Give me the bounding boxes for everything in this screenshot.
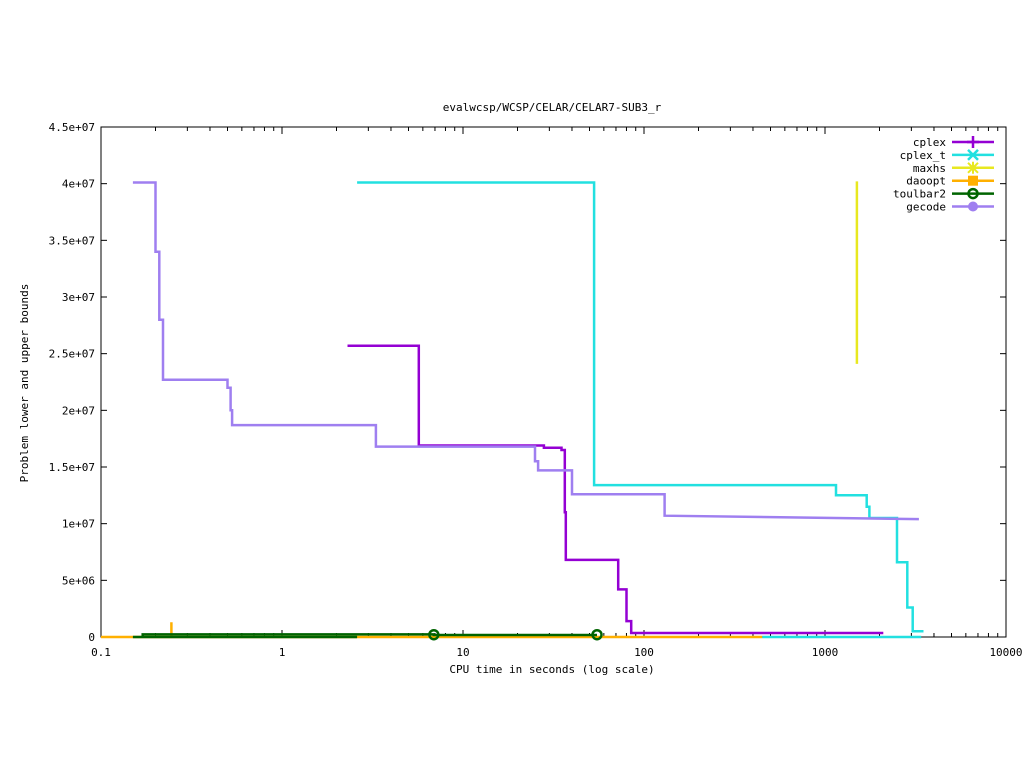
legend-marker-plus: [967, 136, 979, 148]
legend-label: cplex: [913, 136, 946, 149]
legend-label: toulbar2: [893, 188, 946, 201]
legend-marker-filled-circle: [968, 201, 978, 212]
x-tick-label: 1000: [812, 646, 839, 659]
legend-label: maxhs: [913, 162, 946, 175]
y-tick-label: 0: [88, 631, 95, 644]
legend-marker-x: [967, 149, 979, 161]
series-cplex: [347, 344, 884, 635]
x-tick-label: 100: [634, 646, 654, 659]
y-tick-label: 4e+07: [62, 178, 95, 191]
series-gecode: [132, 181, 919, 521]
series-layer: [101, 181, 924, 641]
y-tick-label: 3e+07: [62, 291, 95, 304]
y-tick-label: 1.5e+07: [49, 461, 95, 474]
x-tick-label: 10000: [989, 646, 1022, 659]
y-tick-label: 2.5e+07: [49, 348, 95, 361]
y-tick-label: 1e+07: [62, 518, 95, 531]
legend-label: daoopt: [906, 175, 946, 188]
y-axis-label: Problem lower and upper bounds: [18, 284, 31, 483]
legend-label: gecode: [906, 201, 946, 214]
series-toulbar2-marker: [591, 628, 603, 641]
legend-marker-circle: [967, 187, 979, 200]
series-toulbar2-marker: [428, 628, 440, 641]
x-axis-ticks: 0.1 1 10 100 1000 10000: [91, 127, 1023, 659]
legend-marker-star: [967, 161, 979, 174]
y-tick-label: 5e+06: [62, 574, 95, 587]
chart-title: evalwcsp/WCSP/CELAR/CELAR7-SUB3_r: [443, 101, 662, 114]
y-tick-label: 4.5e+07: [49, 121, 95, 134]
series-toulbar2: [141, 633, 597, 637]
legend-label: cplex_t: [900, 149, 946, 162]
y-axis-ticks: 0 5e+06 1e+07 1.5e+07 2e+07 2.5e+07 3e+07 3.5e+…: [49, 121, 1006, 644]
legend-marker-square: [968, 175, 978, 186]
plot-frame: [100, 126, 1007, 638]
y-tick-label: 3.5e+07: [49, 234, 95, 247]
x-tick-label: 1: [279, 646, 286, 659]
x-tick-label: 10: [456, 646, 469, 659]
y-tick-label: 2e+07: [62, 404, 95, 417]
series-cplex-t: [357, 181, 924, 633]
x-axis-label: CPU time in seconds (log scale): [449, 663, 654, 676]
x-tick-label: 0.1: [91, 646, 111, 659]
